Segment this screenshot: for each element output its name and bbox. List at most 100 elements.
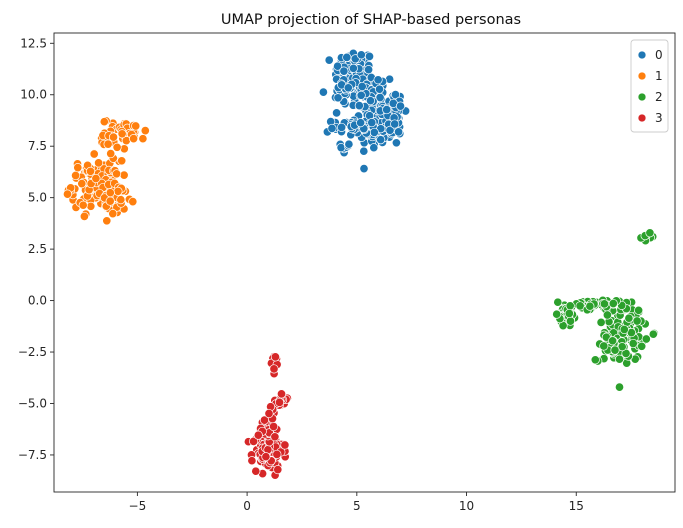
y-tick-label: 2.5: [28, 242, 47, 256]
y-tick-label: 5.0: [28, 191, 47, 205]
point-series-0: [385, 125, 395, 135]
point-series-0: [390, 90, 401, 100]
point-series-2: [614, 382, 625, 392]
point-series-1: [108, 132, 119, 142]
scatter-points: [62, 48, 659, 480]
plot-frame: [53, 32, 676, 493]
point-series-3: [247, 456, 257, 466]
y-tick-label: 0.0: [28, 294, 47, 308]
point-series-2: [637, 341, 647, 351]
point-series-0: [343, 83, 353, 93]
chart-title: UMAP projection of SHAP-based personas: [221, 12, 521, 28]
point-series-2: [599, 299, 609, 309]
point-series-1: [85, 166, 96, 176]
point-series-1: [140, 126, 150, 136]
point-series-2: [641, 334, 651, 344]
point-series-3: [280, 440, 290, 450]
point-series-0: [395, 101, 406, 111]
point-series-2: [608, 336, 618, 346]
point-series-0: [333, 61, 343, 71]
x-tick-label: 10: [459, 499, 474, 513]
point-series-2: [553, 297, 563, 307]
point-series-2: [565, 316, 576, 326]
point-series-0: [390, 119, 400, 129]
point-series-0: [391, 138, 401, 148]
point-series-2: [552, 309, 562, 319]
point-series-0: [333, 93, 343, 103]
point-series-1: [116, 195, 126, 205]
x-tick-label: 15: [569, 499, 584, 513]
point-series-3: [270, 432, 280, 442]
y-tick-label: 10.0: [20, 88, 47, 102]
series-0: [318, 48, 411, 174]
point-series-2: [585, 301, 595, 311]
legend-label-3: 3: [655, 111, 663, 125]
point-series-1: [79, 211, 89, 221]
series-3: [243, 352, 292, 480]
point-series-2: [575, 301, 585, 311]
point-series-0: [344, 139, 354, 149]
point-series-0: [394, 127, 404, 137]
point-series-1: [78, 200, 88, 210]
legend-label-1: 1: [655, 69, 663, 83]
point-series-0: [374, 84, 385, 94]
point-series-0: [376, 135, 386, 145]
point-series-1: [89, 149, 99, 159]
point-series-2: [645, 228, 655, 238]
point-series-1: [105, 196, 115, 206]
point-series-0: [357, 81, 367, 92]
point-series-3: [273, 465, 283, 475]
point-series-0: [324, 55, 334, 65]
legend-marker-0: [637, 50, 647, 60]
series-1: [62, 116, 150, 226]
point-series-3: [253, 430, 263, 440]
point-series-0: [367, 118, 377, 128]
legend-label-2: 2: [655, 90, 663, 104]
point-series-0: [359, 164, 369, 174]
point-series-2: [565, 301, 575, 311]
point-series-0: [318, 87, 328, 97]
point-series-1: [71, 170, 81, 181]
point-series-0: [373, 75, 383, 85]
point-series-0: [369, 143, 379, 153]
y-tick-label: −5.0: [18, 396, 47, 410]
point-series-1: [108, 209, 118, 219]
point-series-2: [619, 324, 629, 335]
point-series-1: [138, 134, 148, 144]
point-series-1: [112, 142, 122, 152]
point-series-0: [337, 122, 347, 132]
point-series-1: [112, 169, 122, 179]
point-series-0: [369, 127, 379, 137]
point-series-1: [117, 129, 127, 139]
x-axis: −5 0 5 10 15: [129, 492, 584, 513]
point-series-0: [359, 146, 369, 156]
point-series-3: [270, 352, 280, 362]
y-axis: −7.5 −5.0 −2.5 0.0 2.5 5.0 7.5 10.0 12.5: [18, 36, 54, 462]
legend-box: [630, 39, 669, 133]
point-series-3: [269, 421, 279, 432]
point-series-2: [632, 316, 642, 326]
point-series-2: [596, 317, 606, 327]
point-series-0: [356, 118, 366, 128]
point-series-2: [624, 313, 634, 323]
x-tick-label: 0: [243, 499, 251, 513]
point-series-2: [610, 345, 620, 355]
point-series-1: [77, 179, 87, 189]
point-series-0: [348, 63, 358, 73]
point-series-1: [62, 189, 73, 199]
point-series-3: [276, 389, 287, 399]
point-series-0: [382, 105, 392, 115]
point-series-1: [102, 216, 112, 226]
point-series-0: [356, 90, 366, 100]
legend: 0 1 2 3: [630, 39, 669, 133]
point-series-3: [272, 449, 282, 459]
point-series-1: [106, 149, 116, 159]
point-series-1: [113, 186, 123, 196]
y-tick-label: −2.5: [18, 345, 47, 359]
point-series-2: [590, 355, 600, 365]
point-series-1: [86, 201, 96, 211]
point-series-3: [249, 436, 259, 446]
point-series-2: [599, 341, 609, 351]
legend-marker-1: [637, 71, 647, 81]
point-series-0: [332, 108, 342, 118]
